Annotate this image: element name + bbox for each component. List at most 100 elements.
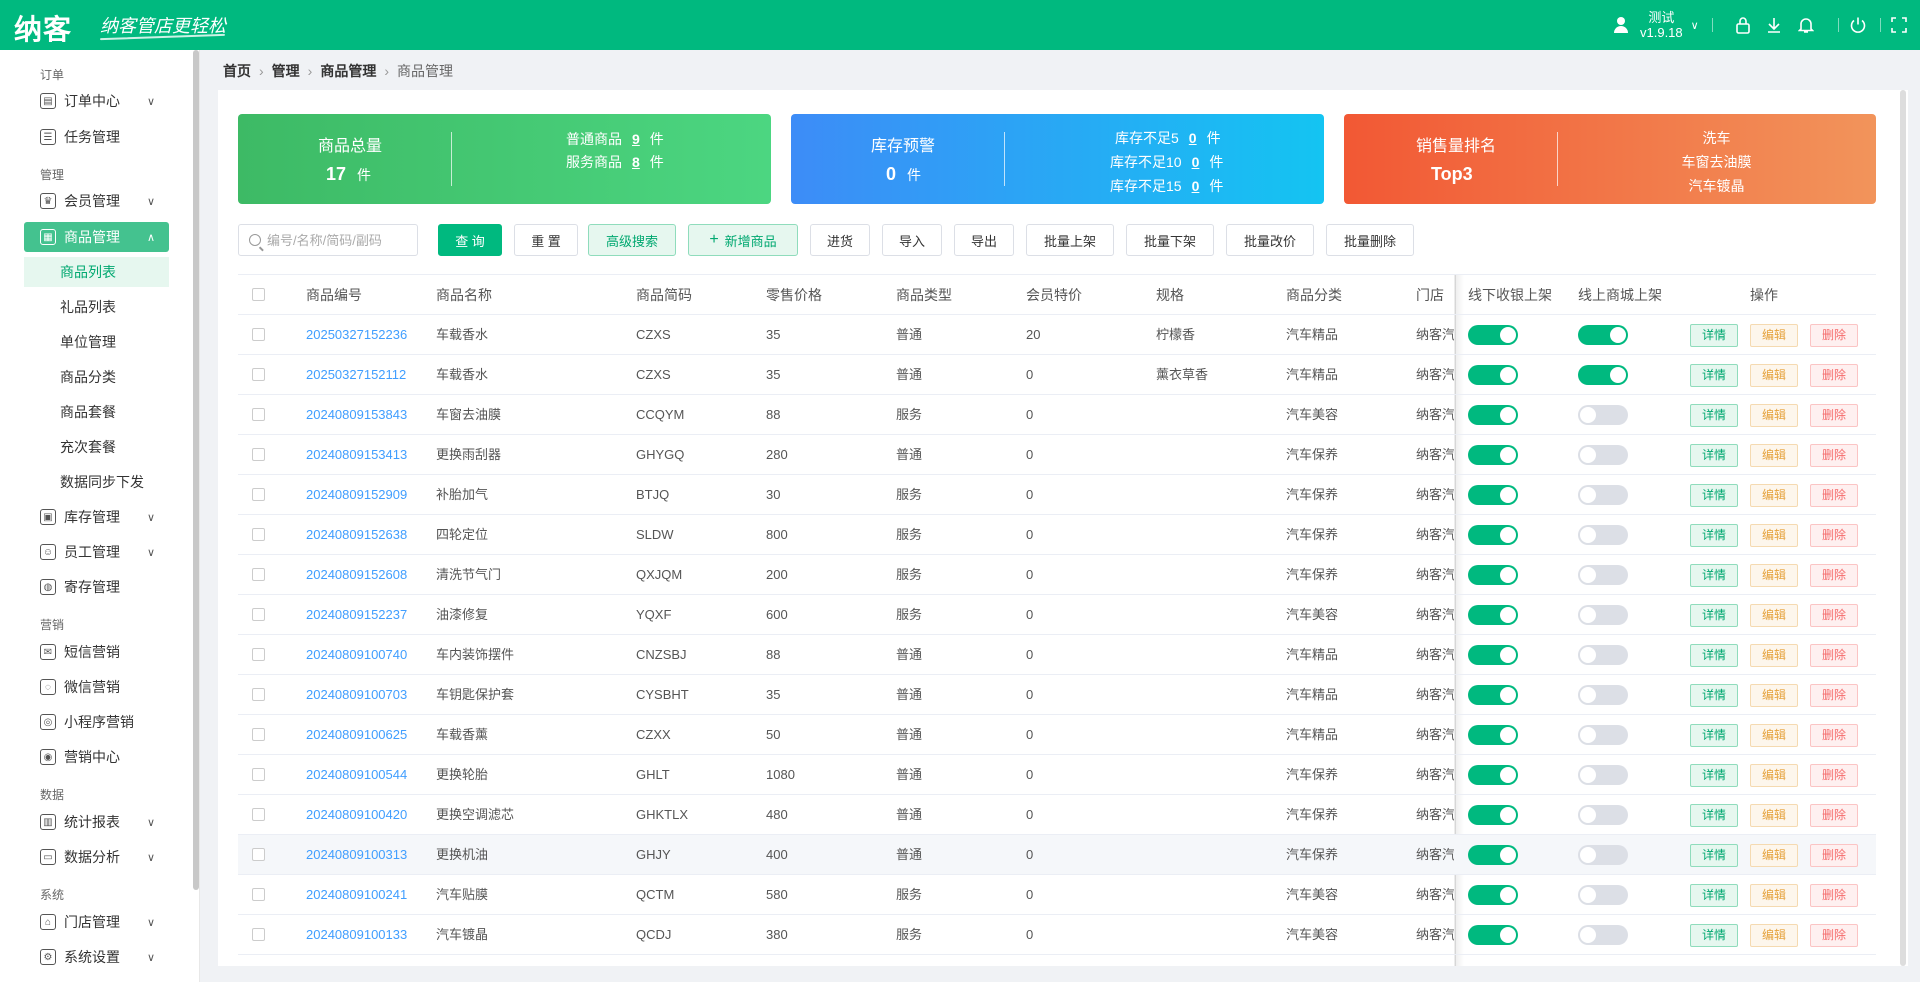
- bell-icon[interactable]: [1795, 14, 1817, 36]
- row-checkbox[interactable]: [252, 528, 265, 541]
- cell-code[interactable]: 20240809100740: [306, 647, 408, 662]
- detail-button[interactable]: 详情: [1690, 684, 1738, 707]
- search-box[interactable]: [238, 224, 418, 256]
- detail-button[interactable]: 详情: [1690, 404, 1738, 427]
- table-row[interactable]: 20240809100625 车载香薰 CZXX 50 普通 0 汽车精品 纳客汽车 详情编辑删…: [238, 715, 1876, 755]
- table-row[interactable]: 20240809153843 车窗去油膜 CCQYM 88 服务 0 汽车美容 纳客汽车 详情编…: [238, 395, 1876, 435]
- select-all-checkbox[interactable]: [252, 288, 265, 301]
- offline-shelf-switch[interactable]: [1468, 765, 1518, 785]
- offline-shelf-switch[interactable]: [1468, 805, 1518, 825]
- sidebar-sub-item[interactable]: 单位管理: [60, 334, 116, 350]
- row-checkbox[interactable]: [252, 328, 265, 341]
- delete-button[interactable]: 删除: [1810, 684, 1858, 707]
- sidebar-item-crown[interactable]: ♛ 会员管理 ∨: [24, 186, 169, 216]
- batch-delete-button[interactable]: 批量删除: [1326, 224, 1414, 256]
- sidebar-item-miniapp[interactable]: ◎ 小程序营销: [24, 707, 169, 737]
- sidebar-scrollbar[interactable]: [193, 50, 199, 890]
- table-row[interactable]: 20240809100420 更换空调滤芯 GHKTLX 480 普通 0 汽车保养 纳客汽车…: [238, 795, 1876, 835]
- offline-shelf-switch[interactable]: [1468, 325, 1518, 345]
- delete-button[interactable]: 删除: [1810, 364, 1858, 387]
- main-scrollbar[interactable]: [1900, 90, 1906, 966]
- table-row[interactable]: 20240809152237 油漆修复 YQXF 600 服务 0 汽车美容 纳客汽车 详情编辑…: [238, 595, 1876, 635]
- logo[interactable]: 纳客: [14, 13, 73, 46]
- cell-code[interactable]: 20240809152638: [306, 527, 408, 542]
- search-input[interactable]: [267, 232, 407, 248]
- detail-button[interactable]: 详情: [1690, 324, 1738, 347]
- offline-shelf-switch[interactable]: [1468, 645, 1518, 665]
- delete-button[interactable]: 删除: [1810, 924, 1858, 947]
- edit-button[interactable]: 编辑: [1750, 644, 1798, 667]
- row-checkbox[interactable]: [252, 408, 265, 421]
- row-checkbox[interactable]: [252, 888, 265, 901]
- lock-icon[interactable]: [1732, 14, 1754, 36]
- cell-code[interactable]: 20240809153843: [306, 407, 408, 422]
- cell-code[interactable]: 20250327152236: [306, 327, 408, 342]
- detail-button[interactable]: 详情: [1690, 604, 1738, 627]
- edit-button[interactable]: 编辑: [1750, 444, 1798, 467]
- cell-code[interactable]: 20240809100544: [306, 767, 408, 782]
- table-row[interactable]: 20240809100241 汽车贴膜 QCTM 580 服务 0 汽车美容 纳客汽车 详情编辑…: [238, 875, 1876, 915]
- delete-button[interactable]: 删除: [1810, 484, 1858, 507]
- edit-button[interactable]: 编辑: [1750, 804, 1798, 827]
- detail-button[interactable]: 详情: [1690, 364, 1738, 387]
- detail-button[interactable]: 详情: [1690, 484, 1738, 507]
- online-shelf-switch[interactable]: [1578, 845, 1628, 865]
- delete-button[interactable]: 删除: [1810, 804, 1858, 827]
- delete-button[interactable]: 删除: [1810, 644, 1858, 667]
- download-icon[interactable]: [1763, 14, 1785, 36]
- cell-code[interactable]: 20240809100133: [306, 927, 408, 942]
- row-checkbox[interactable]: [252, 608, 265, 621]
- online-shelf-switch[interactable]: [1578, 925, 1628, 945]
- delete-button[interactable]: 删除: [1810, 564, 1858, 587]
- online-shelf-switch[interactable]: [1578, 325, 1628, 345]
- detail-button[interactable]: 详情: [1690, 804, 1738, 827]
- batch-on-shelf-button[interactable]: 批量上架: [1026, 224, 1114, 256]
- edit-button[interactable]: 编辑: [1750, 364, 1798, 387]
- user-menu[interactable]: 测试 v1.9.18 ∨: [1612, 8, 1699, 42]
- stock-in-button[interactable]: 进货: [810, 224, 870, 256]
- sidebar-item-bar-chart[interactable]: ▥ 统计报表 ∨: [24, 807, 169, 837]
- offline-shelf-switch[interactable]: [1468, 725, 1518, 745]
- row-checkbox[interactable]: [252, 448, 265, 461]
- sidebar-item-grid[interactable]: ▦ 商品管理 ∧: [24, 222, 169, 252]
- row-checkbox[interactable]: [252, 808, 265, 821]
- edit-button[interactable]: 编辑: [1750, 564, 1798, 587]
- offline-shelf-switch[interactable]: [1468, 525, 1518, 545]
- online-shelf-switch[interactable]: [1578, 765, 1628, 785]
- edit-button[interactable]: 编辑: [1750, 404, 1798, 427]
- cell-code[interactable]: 20250327152112: [306, 367, 407, 382]
- query-button[interactable]: 查 询: [438, 224, 502, 256]
- sidebar-sub-item[interactable]: 数据同步下发: [60, 474, 144, 490]
- sidebar-item-target[interactable]: ◉ 营销中心: [24, 742, 169, 772]
- edit-button[interactable]: 编辑: [1750, 604, 1798, 627]
- power-icon[interactable]: [1847, 14, 1869, 36]
- row-checkbox[interactable]: [252, 368, 265, 381]
- online-shelf-switch[interactable]: [1578, 565, 1628, 585]
- detail-button[interactable]: 详情: [1690, 444, 1738, 467]
- edit-button[interactable]: 编辑: [1750, 844, 1798, 867]
- table-row[interactable]: 20240809153413 更换雨刮器 GHYGQ 280 普通 0 汽车保养 纳客汽车 详情…: [238, 435, 1876, 475]
- offline-shelf-switch[interactable]: [1468, 885, 1518, 905]
- export-button[interactable]: 导出: [954, 224, 1014, 256]
- sidebar-sub-item[interactable]: 充次套餐: [60, 439, 116, 455]
- table-row[interactable]: 20240809152608 清洗节气门 QXJQM 200 服务 0 汽车保养 纳客汽车 详情…: [238, 555, 1876, 595]
- offline-shelf-switch[interactable]: [1468, 405, 1518, 425]
- offline-shelf-switch[interactable]: [1468, 605, 1518, 625]
- row-checkbox[interactable]: [252, 768, 265, 781]
- online-shelf-switch[interactable]: [1578, 405, 1628, 425]
- offline-shelf-switch[interactable]: [1468, 685, 1518, 705]
- edit-button[interactable]: 编辑: [1750, 924, 1798, 947]
- detail-button[interactable]: 详情: [1690, 644, 1738, 667]
- delete-button[interactable]: 删除: [1810, 604, 1858, 627]
- cell-code[interactable]: 20240809100625: [306, 727, 408, 742]
- sidebar-item-wechat[interactable]: ◌ 微信营销: [24, 672, 169, 702]
- offline-shelf-switch[interactable]: [1468, 565, 1518, 585]
- edit-button[interactable]: 编辑: [1750, 764, 1798, 787]
- batch-off-shelf-button[interactable]: 批量下架: [1126, 224, 1214, 256]
- advanced-search-button[interactable]: 高级搜索: [588, 224, 676, 256]
- fullscreen-icon[interactable]: [1888, 14, 1910, 36]
- cell-code[interactable]: 20240809100313: [306, 847, 408, 862]
- detail-button[interactable]: 详情: [1690, 564, 1738, 587]
- add-product-button[interactable]: + 新增商品: [688, 224, 798, 256]
- row-checkbox[interactable]: [252, 848, 265, 861]
